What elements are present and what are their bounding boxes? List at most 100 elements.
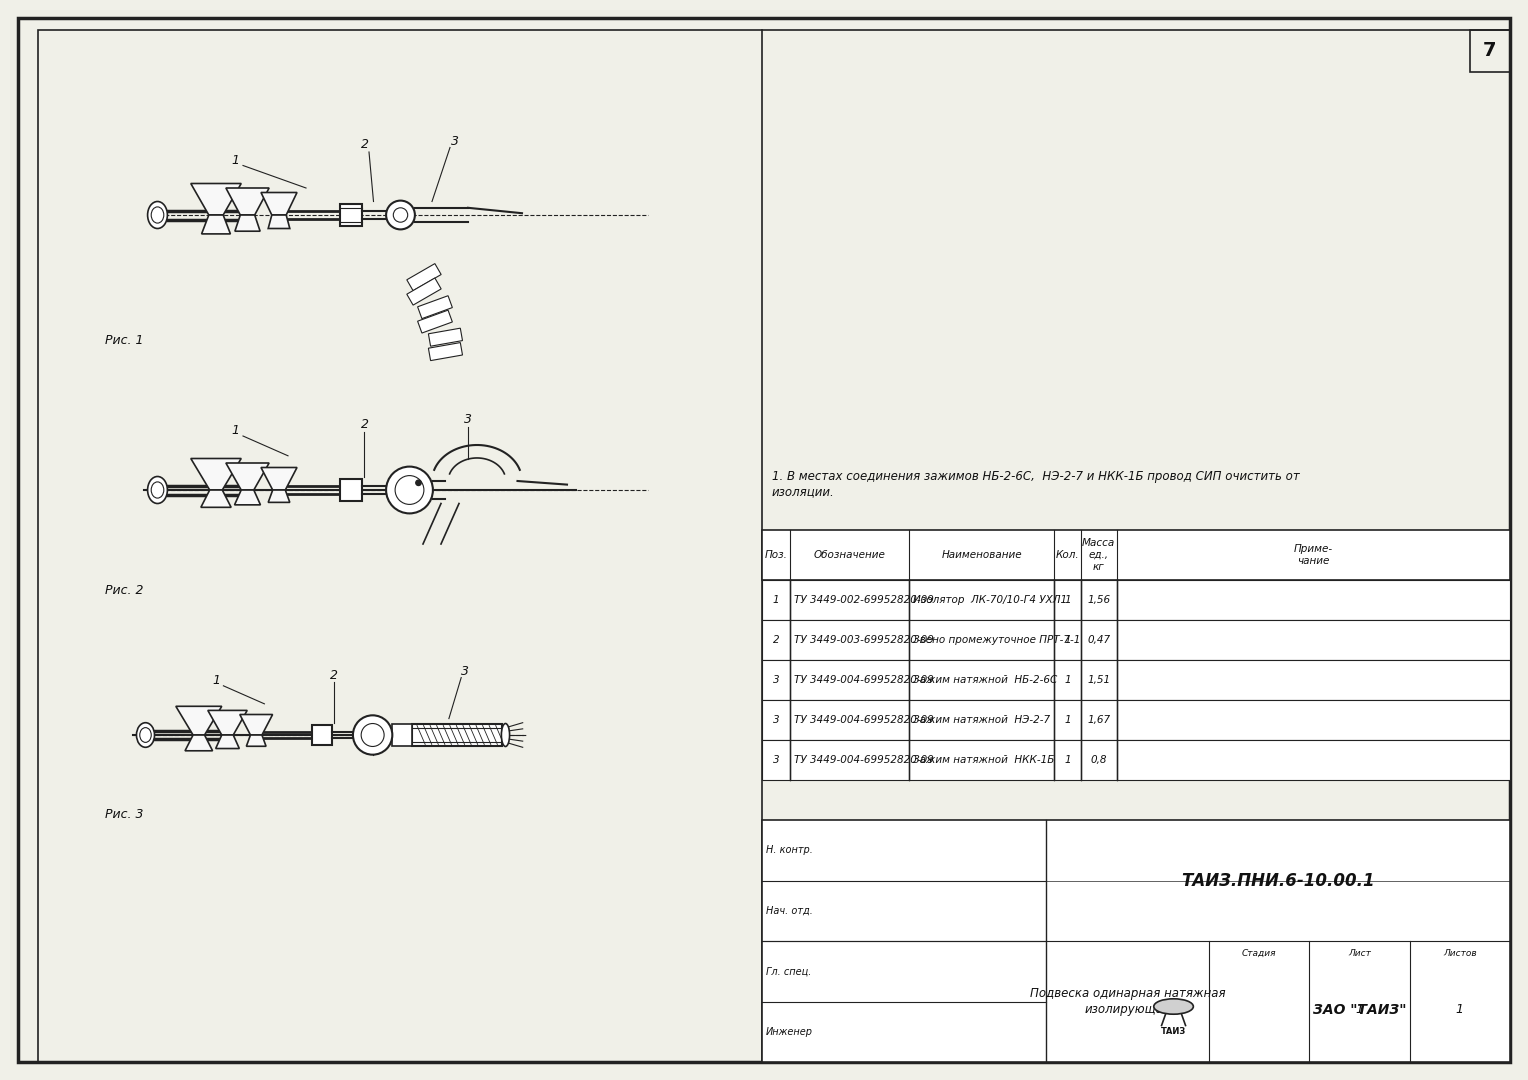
Text: 1: 1 bbox=[1063, 715, 1071, 725]
Text: Зажим натяжной  НБ-2-6С: Зажим натяжной НБ-2-6С bbox=[912, 675, 1057, 685]
Bar bbox=[762, 700, 1510, 740]
Bar bbox=[406, 278, 442, 306]
Text: 3: 3 bbox=[461, 664, 469, 677]
Text: Наименование: Наименование bbox=[941, 550, 1022, 561]
Text: Изолятор  ЛК-70/10-Г4 УХЛ1: Изолятор ЛК-70/10-Г4 УХЛ1 bbox=[912, 595, 1067, 605]
Text: 1: 1 bbox=[1355, 1003, 1363, 1016]
Polygon shape bbox=[240, 715, 272, 735]
Text: Подвеска одинарная натяжная
изолирующая: Подвеска одинарная натяжная изолирующая bbox=[1030, 987, 1225, 1015]
Bar bbox=[417, 296, 452, 319]
Circle shape bbox=[387, 201, 416, 229]
Text: ТУ 3449-003-69952820-09: ТУ 3449-003-69952820-09 bbox=[795, 635, 934, 645]
Bar bbox=[341, 204, 362, 226]
Bar bbox=[428, 328, 463, 347]
Text: Рис. 3: Рис. 3 bbox=[105, 809, 144, 822]
Text: Масса
ед.,
кг: Масса ед., кг bbox=[1082, 539, 1115, 571]
Polygon shape bbox=[234, 490, 260, 504]
Circle shape bbox=[353, 715, 393, 755]
Text: 1. В местах соединения зажимов НБ-2-6С,  НЭ-2-7 и НКК-1Б провод СИП очистить от
: 1. В местах соединения зажимов НБ-2-6С, … bbox=[772, 470, 1300, 498]
Ellipse shape bbox=[139, 728, 151, 742]
Polygon shape bbox=[246, 735, 266, 746]
Polygon shape bbox=[191, 459, 241, 490]
Ellipse shape bbox=[148, 202, 168, 229]
Text: ЗАО "ТАИЗ": ЗАО "ТАИЗ" bbox=[1313, 1002, 1406, 1016]
Text: ТУ 3449-004-69952820-09: ТУ 3449-004-69952820-09 bbox=[795, 755, 934, 765]
Bar bbox=[1470, 30, 1510, 72]
Polygon shape bbox=[226, 188, 269, 215]
Text: 1,67: 1,67 bbox=[1086, 715, 1111, 725]
Polygon shape bbox=[269, 490, 290, 502]
Text: Листов: Листов bbox=[1442, 948, 1476, 958]
Bar bbox=[428, 342, 463, 361]
Polygon shape bbox=[269, 215, 290, 229]
Text: 1: 1 bbox=[1063, 675, 1071, 685]
Text: 3: 3 bbox=[451, 135, 458, 148]
Text: Стадия: Стадия bbox=[1242, 948, 1276, 958]
Ellipse shape bbox=[148, 476, 168, 503]
Circle shape bbox=[396, 475, 423, 504]
Text: Рис. 2: Рис. 2 bbox=[105, 583, 144, 596]
Text: Н. контр.: Н. контр. bbox=[766, 846, 813, 855]
Text: 1: 1 bbox=[773, 595, 779, 605]
Text: 1: 1 bbox=[1456, 1003, 1464, 1016]
Bar bbox=[762, 530, 1510, 580]
Text: ТАИЗ: ТАИЗ bbox=[1161, 1027, 1186, 1036]
Bar bbox=[417, 310, 452, 333]
Text: 3: 3 bbox=[773, 675, 779, 685]
Bar bbox=[762, 580, 1510, 620]
Text: ТУ 3449-004-69952820-09: ТУ 3449-004-69952820-09 bbox=[795, 715, 934, 725]
Text: Приме-
чание: Приме- чание bbox=[1294, 544, 1332, 566]
Bar bbox=[406, 264, 442, 291]
Circle shape bbox=[416, 481, 422, 486]
Text: 1,51: 1,51 bbox=[1086, 675, 1111, 685]
Text: Зажим натяжной  НЭ-2-7: Зажим натяжной НЭ-2-7 bbox=[912, 715, 1050, 725]
Text: Гл. спец.: Гл. спец. bbox=[766, 967, 811, 976]
Bar bbox=[762, 740, 1510, 780]
Text: 1: 1 bbox=[232, 424, 240, 437]
Text: 1,56: 1,56 bbox=[1086, 595, 1111, 605]
Text: ТУ 3449-004-69952820-09: ТУ 3449-004-69952820-09 bbox=[795, 675, 934, 685]
Text: 0,47: 0,47 bbox=[1086, 635, 1111, 645]
Text: Поз.: Поз. bbox=[766, 550, 787, 561]
Ellipse shape bbox=[501, 724, 509, 746]
Text: Рис. 1: Рис. 1 bbox=[105, 334, 144, 347]
Text: 1: 1 bbox=[1063, 595, 1071, 605]
Polygon shape bbox=[208, 711, 248, 735]
Bar bbox=[312, 725, 332, 745]
Text: 1: 1 bbox=[212, 674, 222, 687]
Text: 1: 1 bbox=[1063, 635, 1071, 645]
Text: Нач. отд.: Нач. отд. bbox=[766, 906, 813, 916]
Text: 1: 1 bbox=[232, 154, 240, 167]
Text: 7: 7 bbox=[1484, 41, 1497, 60]
Bar bbox=[341, 480, 362, 501]
Text: Обозначение: Обозначение bbox=[813, 550, 885, 561]
Text: 2: 2 bbox=[361, 418, 368, 431]
Text: Зажим натяжной  НКК-1Б: Зажим натяжной НКК-1Б bbox=[912, 755, 1054, 765]
Text: 2: 2 bbox=[361, 138, 368, 151]
Polygon shape bbox=[185, 735, 212, 751]
Bar bbox=[413, 724, 503, 746]
Text: ТАИЗ.ПНИ.6-10.00.1: ТАИЗ.ПНИ.6-10.00.1 bbox=[1181, 872, 1375, 890]
Ellipse shape bbox=[1154, 999, 1193, 1014]
Text: 1: 1 bbox=[1063, 755, 1071, 765]
Circle shape bbox=[393, 207, 408, 222]
Bar bbox=[762, 820, 1510, 1062]
Polygon shape bbox=[261, 192, 296, 215]
Ellipse shape bbox=[136, 723, 154, 747]
Circle shape bbox=[361, 724, 384, 746]
Polygon shape bbox=[200, 490, 231, 508]
Polygon shape bbox=[191, 184, 241, 215]
Text: 2: 2 bbox=[330, 669, 338, 681]
Text: Кол.: Кол. bbox=[1056, 550, 1079, 561]
Text: 3: 3 bbox=[465, 414, 472, 427]
Bar bbox=[762, 620, 1510, 660]
Text: Лист: Лист bbox=[1348, 948, 1371, 958]
Polygon shape bbox=[202, 215, 231, 234]
Polygon shape bbox=[261, 468, 296, 490]
Text: Звено промежуточное ПРТ-7-1: Звено промежуточное ПРТ-7-1 bbox=[912, 635, 1080, 645]
Polygon shape bbox=[235, 215, 260, 231]
Text: Инженер: Инженер bbox=[766, 1027, 813, 1037]
Bar bbox=[762, 660, 1510, 700]
Circle shape bbox=[387, 467, 432, 513]
Text: 3: 3 bbox=[773, 755, 779, 765]
